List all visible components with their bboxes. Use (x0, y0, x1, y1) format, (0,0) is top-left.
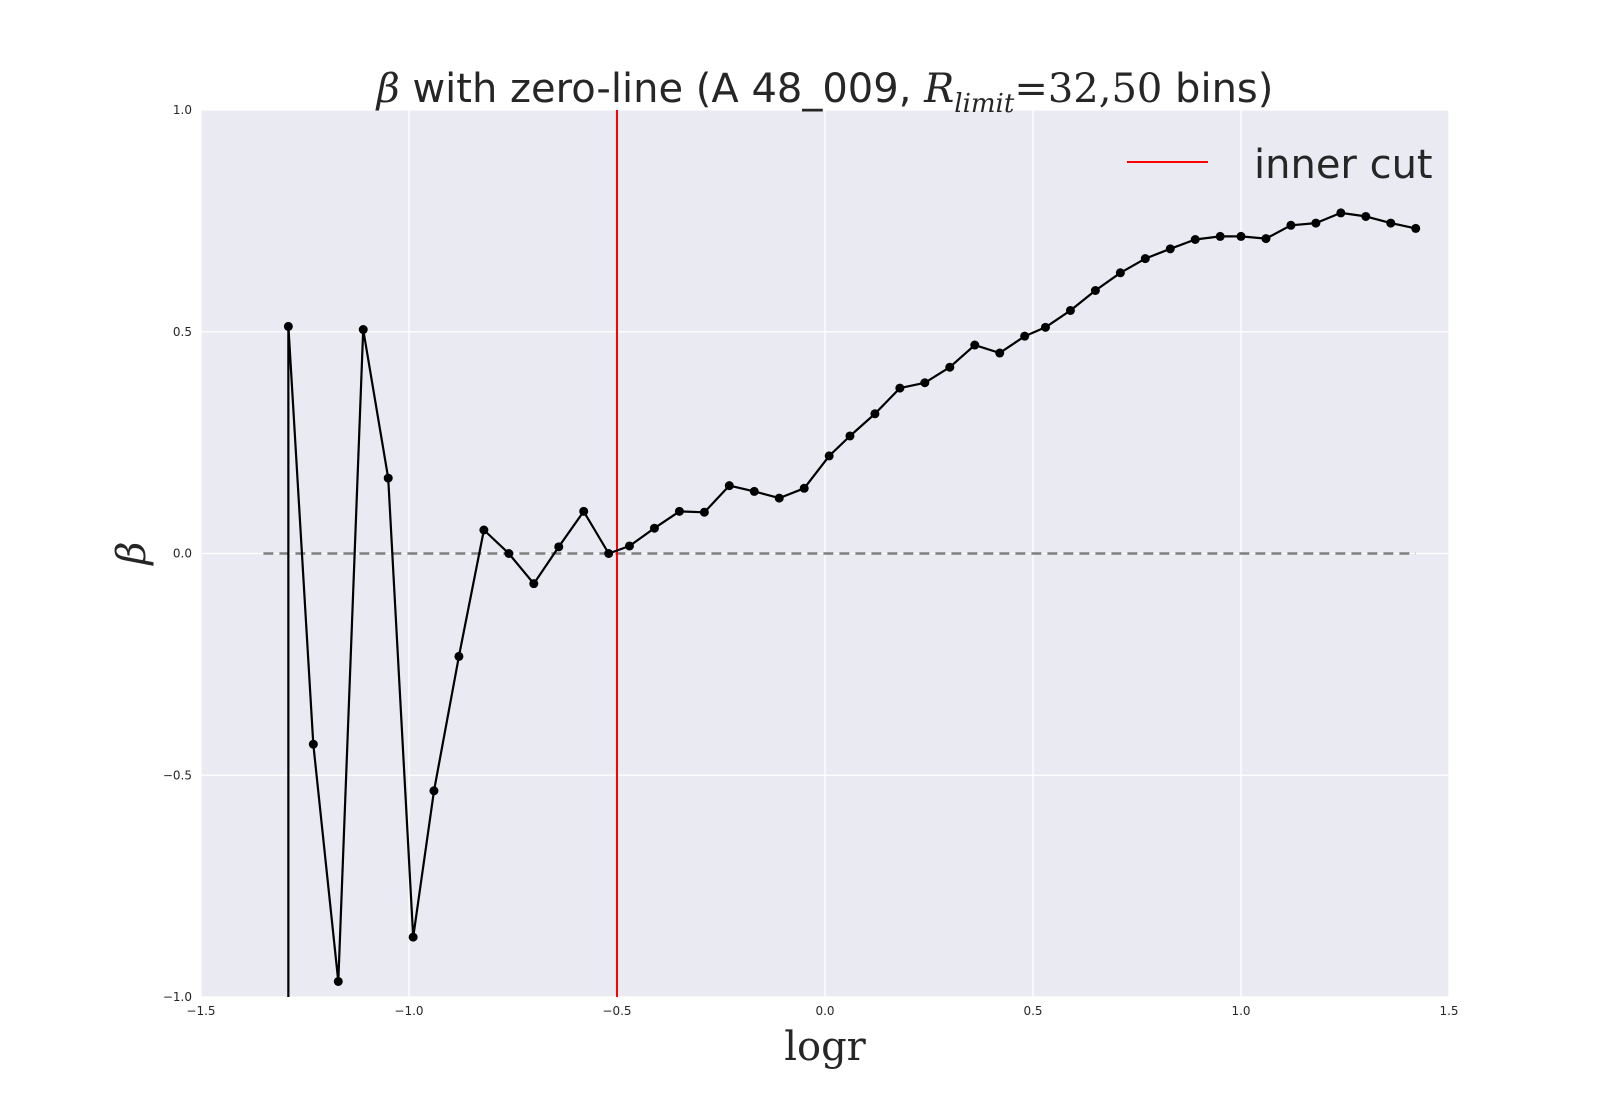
beta-data-point (624, 541, 634, 551)
beta-data-point (358, 325, 368, 335)
beta-data-point (1361, 211, 1371, 221)
beta-data-point (920, 378, 930, 388)
x-tick-label: 1.0 (1231, 1004, 1250, 1018)
beta-data-point (1115, 268, 1125, 278)
beta-data-point (1311, 218, 1321, 228)
beta-data-point (1040, 322, 1050, 332)
x-axis-label: logr (784, 1024, 866, 1070)
beta-data-point (454, 651, 464, 661)
beta-data-point (845, 431, 855, 441)
beta-data-point (504, 549, 514, 558)
y-tick-labels: −1.0 −0.5 0.0 0.5 1.0 (163, 103, 192, 1004)
x-tick-label: −0.5 (602, 1004, 631, 1018)
x-tick-label: −1.5 (186, 1004, 215, 1018)
x-tick-label: 0.5 (1023, 1004, 1042, 1018)
beta-data-point (1165, 244, 1175, 254)
title-suffix: bins) (1162, 66, 1273, 112)
beta-data-point (895, 383, 905, 393)
beta-data-point (333, 976, 343, 986)
beta-data-point (408, 932, 418, 942)
title-subscript: limit (954, 89, 1015, 119)
beta-data-point (429, 786, 439, 796)
beta-data-point (799, 483, 809, 493)
y-tick-label: −1.0 (163, 990, 192, 1004)
beta-data-point (579, 506, 589, 516)
title-prefix: with zero-line (A 48_009, (400, 66, 924, 112)
y-tick-label: 0.5 (173, 325, 192, 339)
beta-data-point (749, 486, 759, 496)
y-tick-label: 1.0 (173, 103, 192, 117)
beta-data-point (970, 340, 980, 350)
beta-data-point (383, 473, 393, 483)
beta-data-point (995, 348, 1005, 358)
beta-data-point (649, 523, 659, 533)
x-tick-label: −1.0 (394, 1004, 423, 1018)
beta-data-point (1065, 305, 1075, 315)
beta-data-point (529, 579, 539, 589)
beta-data-point (1386, 218, 1396, 228)
beta-data-point (604, 549, 614, 558)
beta-data-point (1190, 235, 1200, 245)
x-tick-label: 0.0 (815, 1004, 834, 1018)
beta-data-point (699, 507, 709, 517)
beta-data-point (479, 525, 489, 535)
beta-data-point (308, 739, 318, 749)
beta-data-point (1336, 208, 1346, 218)
beta-data-point (1090, 286, 1100, 296)
y-tick-label: −0.5 (163, 768, 192, 782)
legend-label-inner-cut: inner cut (1254, 142, 1433, 188)
beta-data-point (554, 542, 564, 552)
beta-data-point (1411, 223, 1421, 233)
beta-data-point (1286, 220, 1296, 230)
title-eq: =32,50 (1014, 66, 1162, 112)
beta-data-point (674, 506, 684, 516)
chart-title: β with zero-line (A 48_009, Rlimit=32,50… (375, 66, 1274, 119)
beta-data-point (1140, 254, 1150, 264)
x-tick-labels: −1.5 −1.0 −0.5 0.0 0.5 1.0 1.5 (186, 1004, 1458, 1018)
beta-data-point (1215, 231, 1225, 241)
beta-data-point (1020, 331, 1030, 341)
beta-data-point (1261, 234, 1271, 244)
beta-series-points (283, 208, 1421, 986)
y-axis-label: β (109, 541, 155, 566)
beta-data-point (283, 321, 293, 331)
beta-data-point (945, 362, 955, 372)
title-r: R (923, 66, 954, 112)
beta-data-point (824, 451, 834, 461)
legend: inner cut (1127, 142, 1433, 188)
beta-data-point (724, 481, 734, 491)
x-tick-label: 1.5 (1439, 1004, 1458, 1018)
beta-data-point (1236, 231, 1246, 241)
title-beta: β (375, 66, 400, 112)
beta-data-point (774, 493, 784, 503)
beta-data-point (870, 409, 880, 419)
y-tick-label: 0.0 (173, 547, 192, 561)
